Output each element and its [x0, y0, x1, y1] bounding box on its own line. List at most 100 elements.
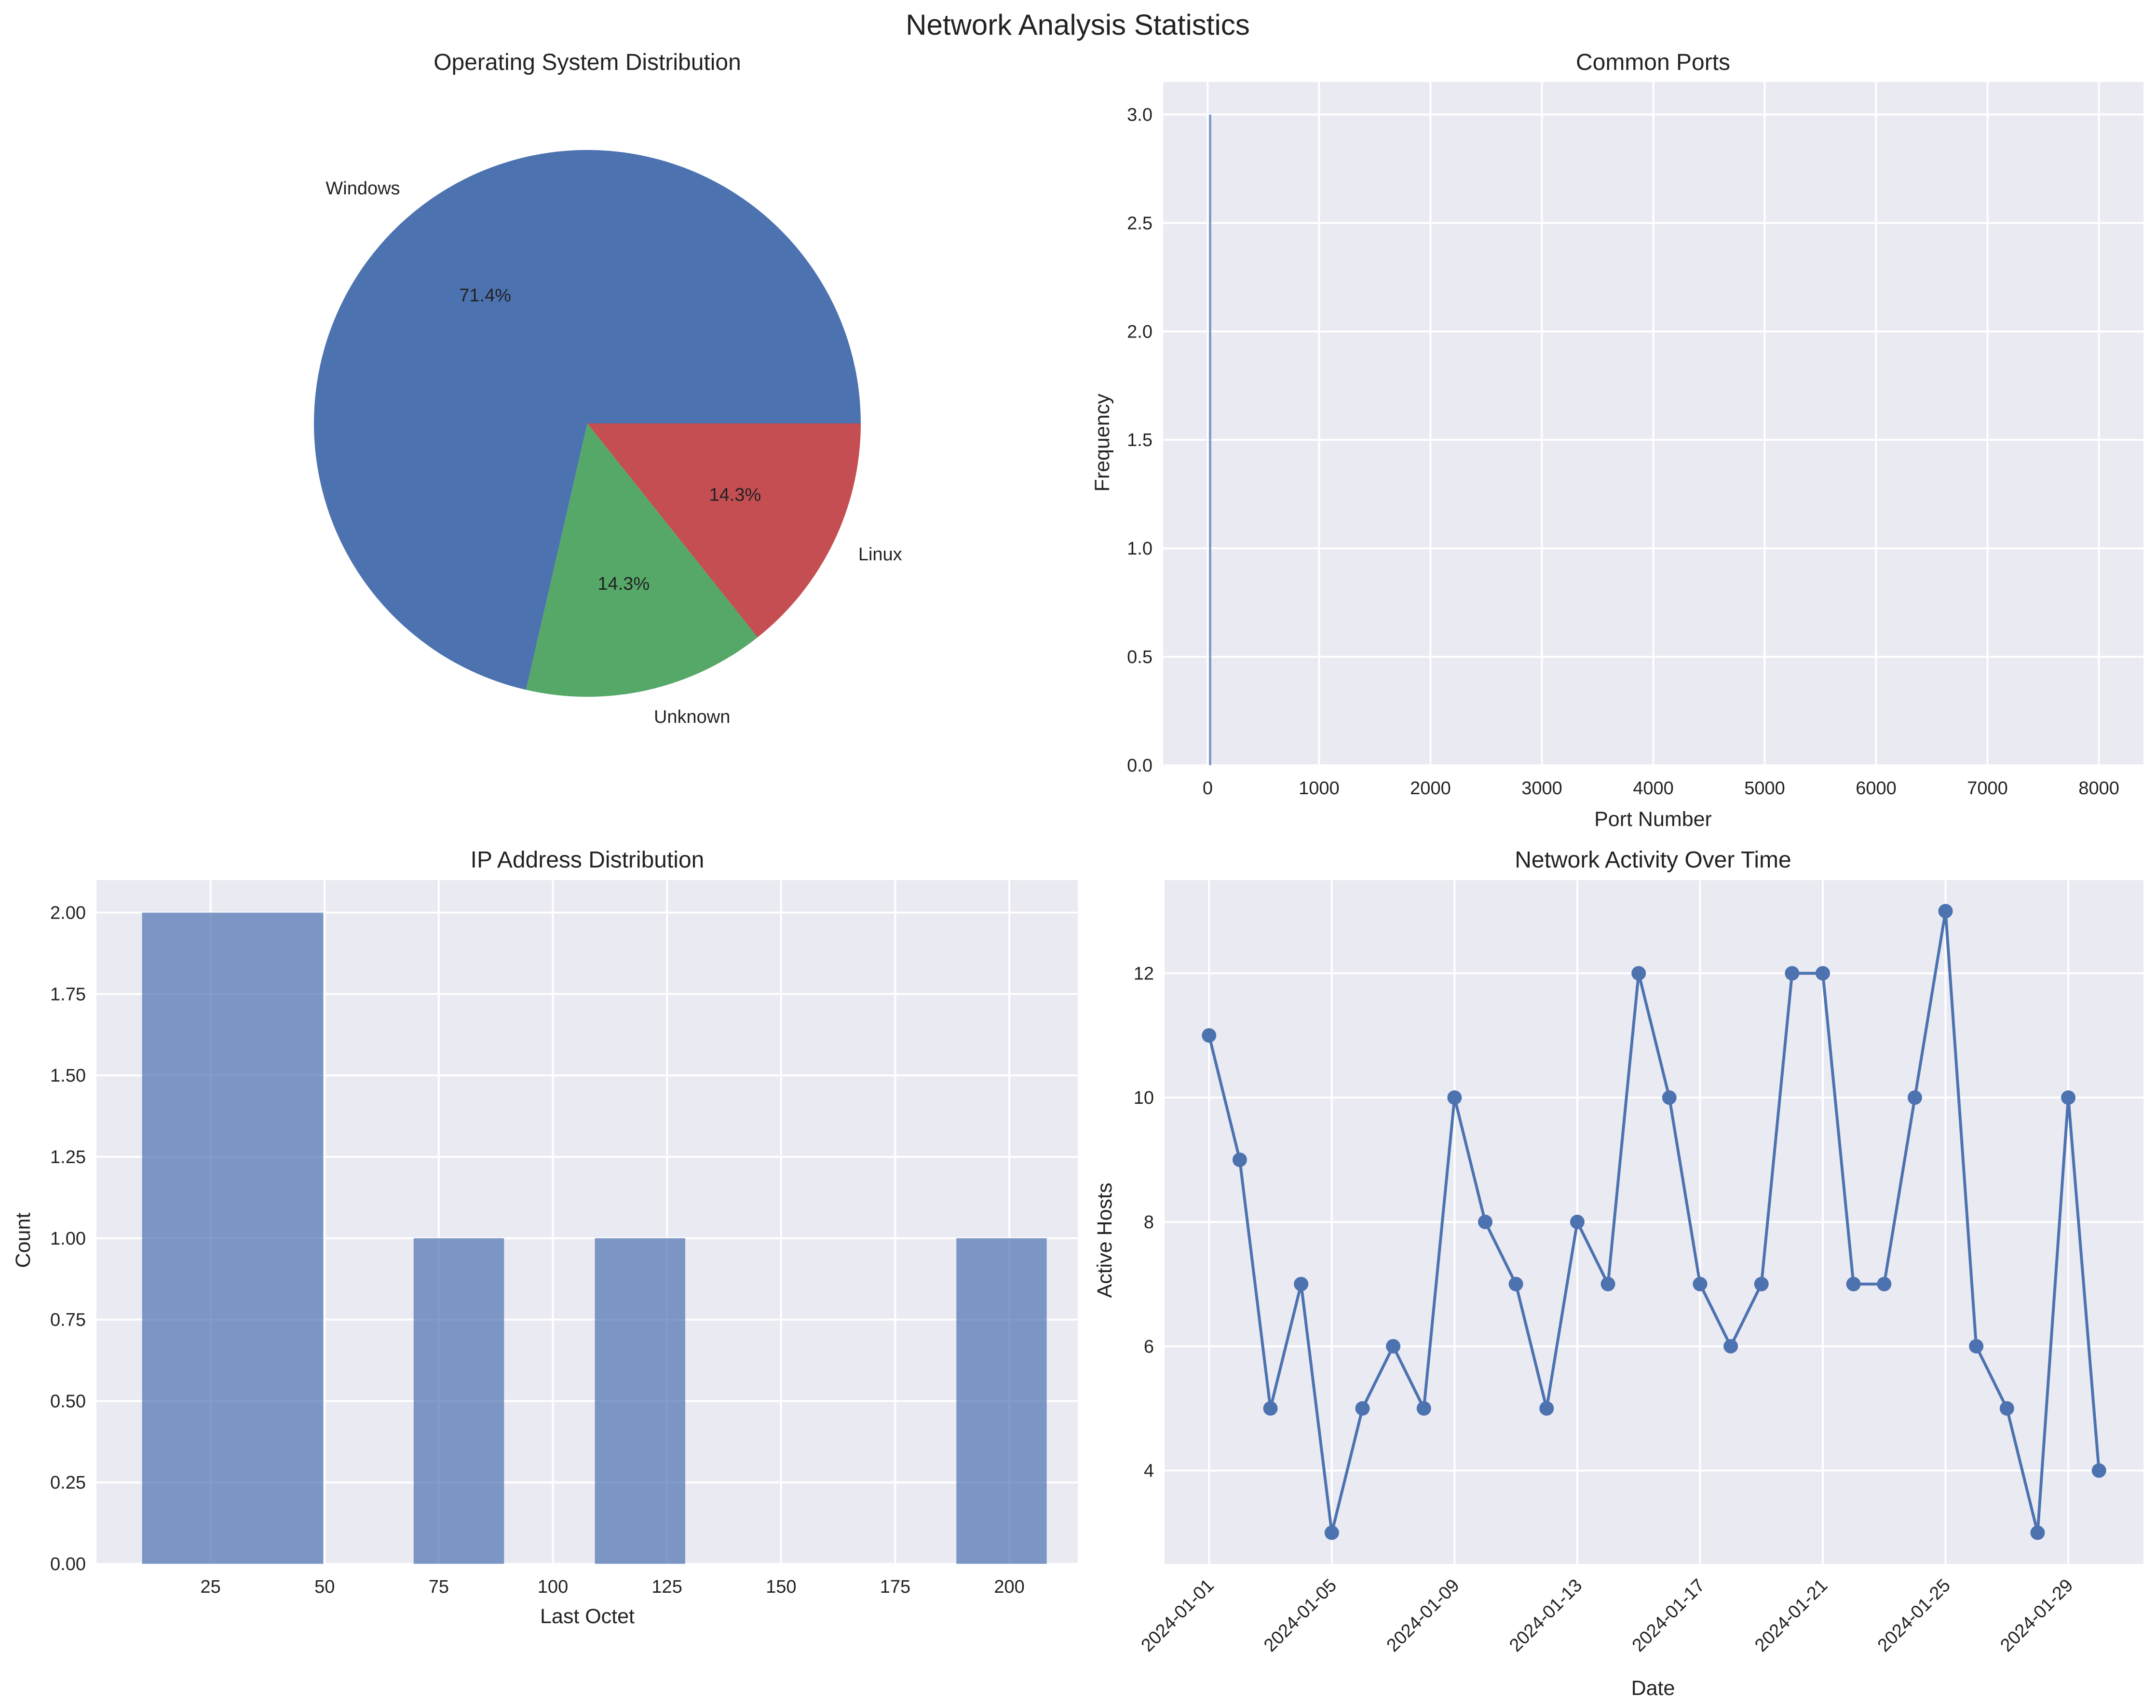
- pie-pct-windows: 71.4%: [459, 285, 511, 306]
- ports-ytick-label: 2.0: [1127, 322, 1153, 342]
- ip-xtick-label: 175: [880, 1577, 910, 1597]
- ports-xtick-label: 2000: [1410, 778, 1451, 799]
- activity-xtick-label: 2024-01-21: [1751, 1575, 1831, 1656]
- activity-point: [1508, 1276, 1523, 1291]
- activity-xtick-label: 2024-01-17: [1628, 1575, 1709, 1656]
- activity-xtick-label: 2024-01-29: [1996, 1575, 2077, 1656]
- ip-ytick-label: 2.00: [50, 903, 86, 923]
- ports-xtick-label: 4000: [1633, 778, 1674, 799]
- activity-point: [1662, 1090, 1677, 1105]
- ip-ytick-label: 1.25: [50, 1147, 86, 1167]
- ports-xtick-label: 3000: [1521, 778, 1562, 799]
- activity-point: [1938, 904, 1953, 919]
- pie-title: Operating System Distribution: [434, 50, 741, 75]
- ip-xtick-label: 25: [200, 1577, 220, 1597]
- activity-point: [1355, 1401, 1370, 1416]
- activity-point: [1324, 1525, 1339, 1540]
- pie-label-linux: Linux: [858, 544, 902, 565]
- ip-xtick-label: 50: [314, 1577, 335, 1597]
- activity-point: [1723, 1339, 1738, 1354]
- activity-point: [1631, 966, 1646, 981]
- network-activity-chart: Network Activity Over Time 4 6 8 10 12 2024-0…: [1093, 847, 2143, 1700]
- ip-xlabel: Last Octet: [540, 1605, 635, 1628]
- os-pie-chart: Operating System Distribution Windows 71.…: [313, 50, 902, 727]
- ports-ytick-label: 2.5: [1127, 213, 1153, 233]
- activity-point: [1999, 1401, 2014, 1416]
- activity-point: [1539, 1401, 1554, 1416]
- activity-point: [1693, 1276, 1708, 1291]
- ports-ytick-label: 0.0: [1127, 756, 1153, 776]
- activity-point: [1416, 1401, 1431, 1416]
- ip-ytick-label: 0.00: [50, 1554, 86, 1574]
- activity-point: [1754, 1276, 1769, 1291]
- ports-xtick-label: 6000: [1856, 778, 1897, 799]
- activity-point: [1232, 1152, 1247, 1167]
- pie-pct-linux: 14.3%: [709, 485, 761, 505]
- activity-ytick-label: 4: [1144, 1461, 1154, 1481]
- activity-point: [1386, 1339, 1401, 1354]
- activity-point: [1969, 1339, 1984, 1354]
- ip-xtick-label: 75: [429, 1577, 449, 1597]
- activity-point: [1447, 1090, 1462, 1105]
- activity-point: [1570, 1215, 1585, 1229]
- ports-bar: [1209, 114, 1211, 765]
- pie-slice-windows: [313, 149, 861, 690]
- ports-xtick-label: 1000: [1299, 778, 1340, 799]
- activity-xtick-label: 2024-01-13: [1505, 1575, 1586, 1656]
- activity-xtick-label: 2024-01-09: [1383, 1575, 1464, 1656]
- ip-ytick-label: 1.50: [50, 1066, 86, 1086]
- common-ports-chart: Common Ports 0 1000 2000 3000 4000 5000 6000 70…: [1091, 50, 2143, 831]
- ip-xtick-label: 125: [651, 1577, 682, 1597]
- activity-point: [1202, 1028, 1217, 1043]
- pie-pct-unknown: 14.3%: [597, 574, 650, 594]
- ip-distribution-chart: IP Address Distribution 25 50 75 100 125 150 1…: [12, 847, 1078, 1628]
- ip-xtick-label: 200: [994, 1577, 1024, 1597]
- pie-slice-linux: [587, 423, 861, 637]
- ports-ytick-label: 3.0: [1127, 105, 1153, 125]
- activity-point: [1816, 966, 1830, 981]
- ip-bar: [142, 912, 324, 1564]
- activity-point: [2091, 1463, 2106, 1478]
- ip-ytick-label: 0.25: [50, 1473, 86, 1493]
- ip-ytick-label: 0.50: [50, 1391, 86, 1411]
- activity-title: Network Activity Over Time: [1515, 847, 1791, 873]
- ports-title: Common Ports: [1576, 50, 1730, 75]
- ports-xtick-label: 0: [1203, 778, 1213, 799]
- ip-xtick-label: 100: [538, 1577, 568, 1597]
- activity-xlabel: Date: [1631, 1677, 1675, 1700]
- activity-series-line: [1207, 909, 2101, 1534]
- ip-bar: [413, 1238, 504, 1564]
- activity-point: [1263, 1401, 1278, 1416]
- activity-point: [1785, 966, 1800, 981]
- activity-point: [1294, 1276, 1309, 1291]
- ip-ytick-label: 1.75: [50, 984, 86, 1004]
- ip-xtick-label: 150: [766, 1577, 796, 1597]
- activity-xtick-label: 2024-01-05: [1260, 1575, 1341, 1656]
- ports-xtick-label: 8000: [2078, 778, 2119, 799]
- activity-point: [1600, 1276, 1615, 1291]
- activity-ytick-label: 8: [1144, 1212, 1154, 1233]
- pie-label-unknown: Unknown: [654, 707, 730, 727]
- activity-ytick-label: 10: [1134, 1088, 1154, 1108]
- ports-xlabel: Port Number: [1594, 808, 1712, 831]
- activity-xtick-label: 2024-01-01: [1137, 1575, 1218, 1656]
- activity-ylabel: Active Hosts: [1093, 1183, 1116, 1298]
- ip-bar: [595, 1238, 685, 1564]
- ports-xtick-label: 5000: [1744, 778, 1785, 799]
- activity-ytick-label: 12: [1134, 963, 1154, 984]
- activity-point: [1478, 1215, 1492, 1229]
- figure-title: Network Analysis Statistics: [906, 9, 1250, 41]
- activity-point: [1907, 1090, 1922, 1105]
- ports-ylabel: Frequency: [1091, 393, 1114, 492]
- ip-title: IP Address Distribution: [471, 847, 705, 873]
- ip-bar: [956, 1238, 1047, 1564]
- activity-ytick-label: 6: [1144, 1337, 1154, 1357]
- activity-point: [1846, 1276, 1861, 1291]
- ip-ytick-label: 0.75: [50, 1310, 86, 1330]
- activity-point: [1877, 1276, 1892, 1291]
- ip-ytick-label: 1.00: [50, 1229, 86, 1249]
- ip-ylabel: Count: [12, 1213, 35, 1268]
- ports-ytick-label: 1.5: [1127, 430, 1153, 450]
- activity-xtick-label: 2024-01-25: [1874, 1575, 1954, 1656]
